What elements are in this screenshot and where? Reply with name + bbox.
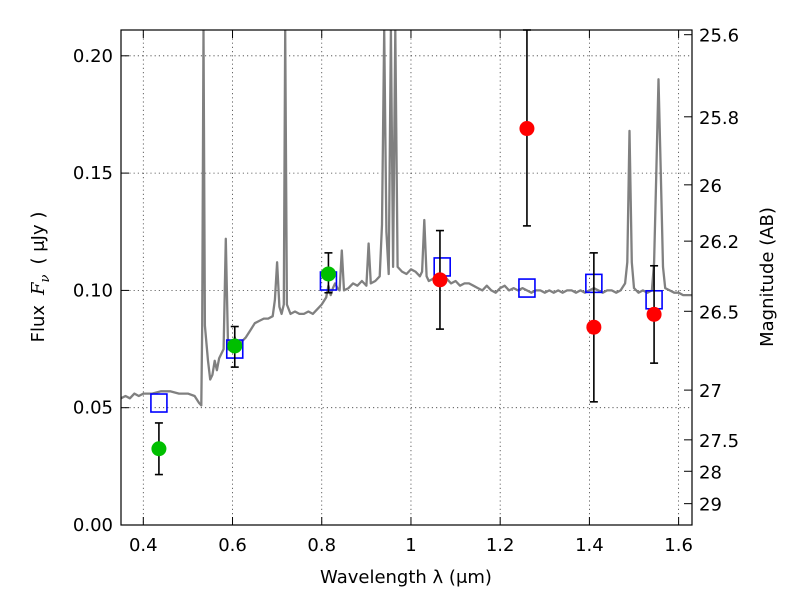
data-point-marker [320, 266, 336, 282]
data-point-marker [586, 319, 602, 335]
x-tick-label: 1.2 [486, 535, 515, 556]
y-tick-label: 0.05 [73, 398, 113, 419]
right-tick-label: 29 [699, 495, 722, 516]
data-point-marker [151, 441, 167, 457]
y-axis-title: Flux Fν ( μJy ) [28, 212, 53, 343]
right-tick-label: 26 [699, 176, 722, 197]
data-point-marker [646, 306, 662, 322]
data-point-marker [519, 121, 535, 137]
x-tick-label: 1.6 [664, 535, 693, 556]
right-axis-title: Magnitude (AB) [757, 207, 778, 347]
right-tick-label: 25.8 [699, 108, 739, 129]
y-tick-label: 0.10 [73, 280, 113, 301]
y-axis-title-unit: ( μJy ) [28, 212, 49, 265]
model-square-marker [518, 278, 536, 298]
right-tick-label: 25.6 [699, 26, 739, 47]
right-tick-label: 26.5 [699, 302, 739, 323]
y-tick-label: 0.20 [73, 46, 113, 67]
x-tick-label: 0.6 [218, 535, 247, 556]
x-tick-label: 1 [405, 535, 416, 556]
markers [150, 29, 663, 476]
y-tick-label: 0.15 [73, 163, 113, 184]
y-axis-title-symbol: F [28, 281, 49, 296]
model-square-marker [150, 393, 168, 413]
right-tick-label: 27 [699, 381, 722, 402]
data-point-marker [227, 338, 243, 354]
y-axis-title-subscript: ν [38, 274, 53, 282]
y-tick-label: 0.00 [73, 515, 113, 536]
right-tick-label: 26.2 [699, 232, 739, 253]
axes-frame [120, 29, 693, 526]
ticks: 0.4 0.6 0.8 1 1.2 1.4 1.6 0.00 0.05 0.10 0.15 0.20 2… [73, 26, 739, 556]
right-tick-label: 28 [699, 462, 722, 483]
y-axis-title-word: Flux [28, 305, 49, 343]
x-tick-label: 0.4 [129, 535, 158, 556]
x-tick-label: 0.8 [307, 535, 336, 556]
x-axis-title: Wavelength λ (μm) [320, 567, 492, 588]
data-point-marker [432, 272, 448, 288]
x-tick-label: 1.4 [575, 535, 604, 556]
grid-lines [121, 30, 692, 526]
right-tick-label: 27.5 [699, 431, 739, 452]
